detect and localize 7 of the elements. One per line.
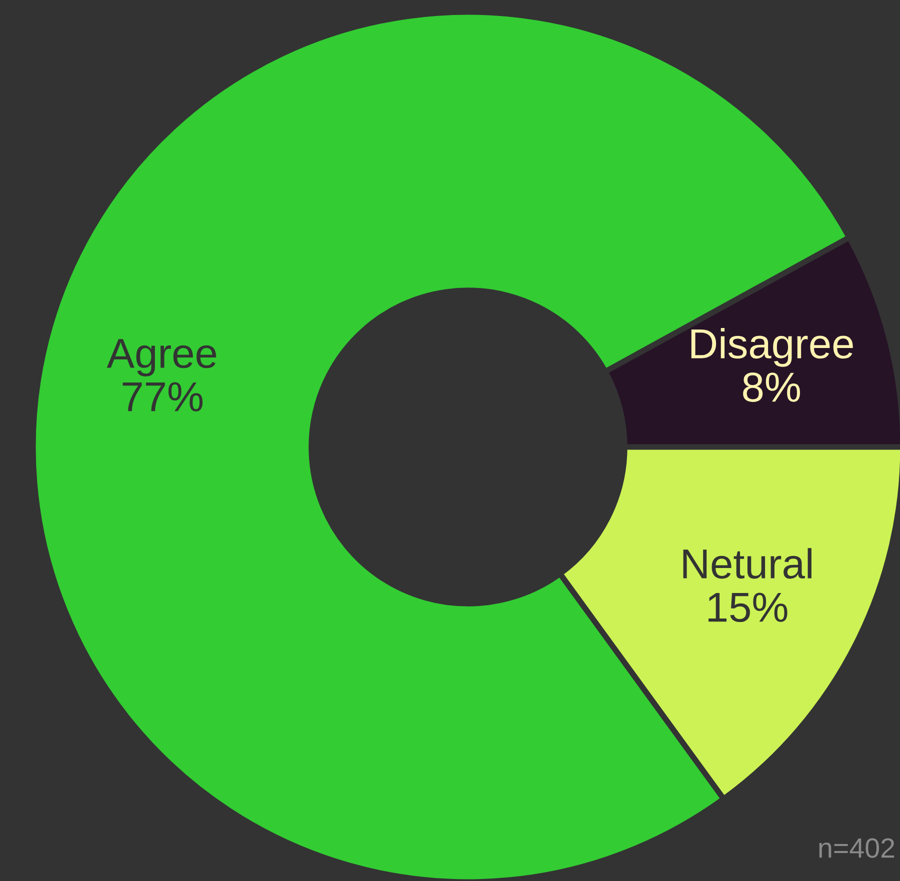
slice-label: Netural — [683, 548, 812, 579]
data-label: 8% — [743, 372, 800, 402]
data-label: 77% — [122, 382, 203, 412]
slice-label: Agree — [106, 339, 216, 376]
data-label: 15% — [708, 592, 788, 622]
text: n=402 — [819, 838, 894, 858]
slice-label: Disagree — [691, 328, 853, 367]
